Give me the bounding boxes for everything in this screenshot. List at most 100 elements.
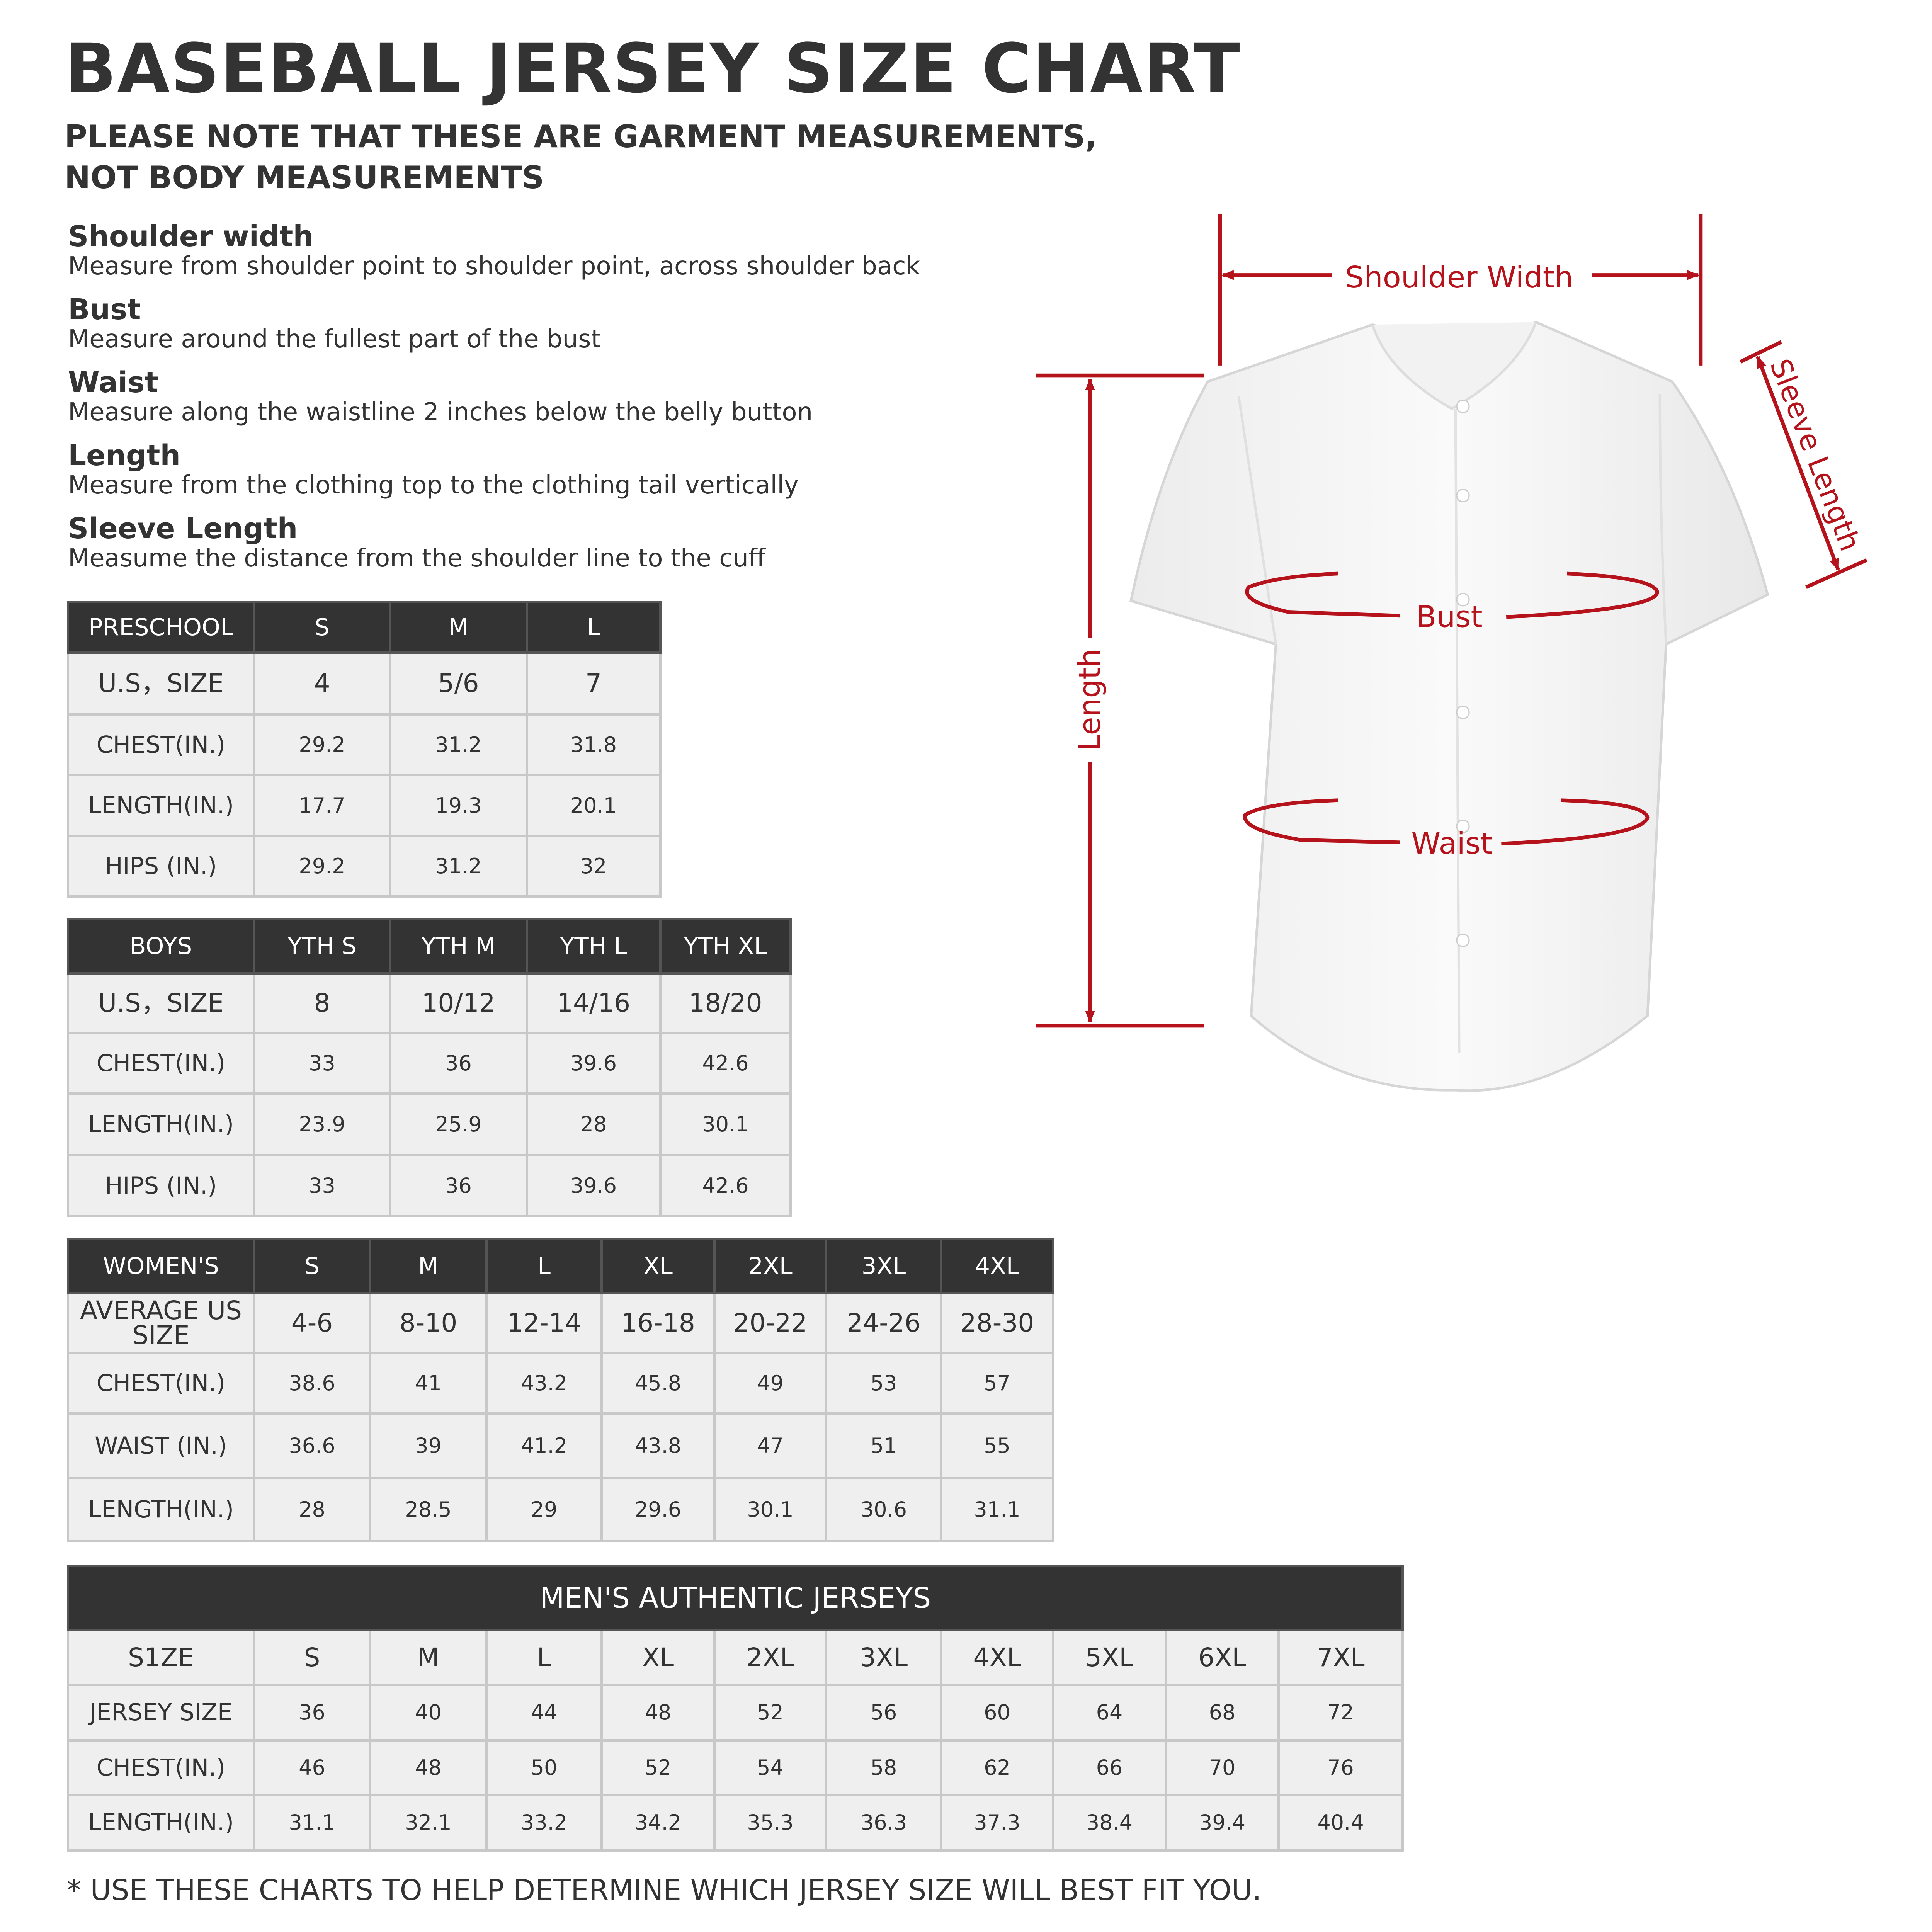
table-cell: 17.7 [253,774,391,837]
table-row: LENGTH(IN.) 23.9 25.9 28 30.1 [67,1092,792,1156]
table-header-row: BOYS YTH S YTH M YTH L YTH XL [67,918,792,975]
table-cell: 36.6 [253,1412,371,1479]
table-cell: 29.2 [253,713,391,776]
row-label-cell: LENGTH(IN.) [67,1092,255,1156]
table-row: S1ZE S M L XL 2XL 3XL 4XL 5XL 6XL 7XL [67,1629,1404,1686]
table-cell: 7 [526,651,662,716]
table-cell: 70 [1165,1739,1280,1796]
table-cell: 66 [1052,1739,1167,1796]
table-cell: M [369,1238,488,1294]
table-title-row: MEN'S AUTHENTIC JERSEYS [66,1565,1404,1631]
table-cell: 30.6 [825,1477,942,1542]
table-cell: 5/6 [389,651,528,716]
table-cell: 41 [369,1352,488,1415]
table-cell: 7XL [1277,1629,1404,1686]
table-cell: 41.2 [485,1412,603,1479]
table-cell: 62 [940,1739,1054,1796]
table-cell: 28.5 [369,1477,488,1542]
table-cell: S [253,1238,371,1294]
table-cell: 48 [369,1739,488,1796]
table-cell: 50 [485,1739,603,1796]
table-cell: 76 [1277,1739,1404,1796]
table-cell: 3XL [825,1629,942,1686]
table-cell: 44 [485,1684,603,1742]
row-label-cell: LENGTH(IN.) [67,774,255,837]
table-cell: 29.6 [600,1477,716,1542]
row-label-cell: HIPS (IN.) [67,835,255,898]
row-label-cell: BOYS [67,918,255,975]
footer-note: * USE THESE CHARTS TO HELP DETERMINE WHI… [67,1874,1262,1907]
row-label-cell: AVERAGE US SIZE [67,1292,255,1354]
table-row: LENGTH(IN.) 31.1 32.1 33.2 34.2 35.3 36.3 37.3 3… [67,1794,1404,1852]
table-cell: YTH XL [659,918,792,975]
table-cell: 28 [253,1477,371,1542]
waist-label: Waist [1411,827,1492,861]
table-cell: 6XL [1165,1629,1280,1686]
table-cell: 8-10 [369,1292,488,1354]
table-cell: 24-26 [825,1292,942,1354]
length-label: Length [1073,649,1107,751]
table-row: HIPS (IN.) 33 36 39.6 42.6 [67,1154,792,1217]
row-label-cell: CHEST(IN.) [67,1352,255,1415]
womens-size-table: WOMEN'S S M L XL 2XL 3XL 4XL AVERAGE US SIZE 4-6 8… [67,1238,1054,1542]
table-cell: 31.1 [940,1477,1054,1542]
definition-desc: Measure from the clothing top to the clo… [68,471,799,500]
table-cell: 14/16 [526,972,662,1034]
table-cell: 39 [369,1412,488,1479]
table-cell: 35.3 [713,1794,827,1852]
table-cell: 45.8 [600,1352,716,1415]
table-row: LENGTH(IN.) 17.7 19.3 20.1 [67,774,662,837]
table-cell: 20.1 [526,774,662,837]
subtitle-line: NOT BODY MEASUREMENTS [65,160,544,196]
table-cell: 12-14 [485,1292,603,1354]
table-cell: 28 [526,1092,662,1156]
table-cell: 31.8 [526,713,662,776]
table-row: U.S，SIZE 8 10/12 14/16 18/20 [67,972,792,1034]
table-cell: L [526,601,662,654]
table-cell: 47 [713,1412,827,1479]
definition-term: Length [68,439,181,472]
page-title: BASEBALL JERSEY SIZE CHART [65,29,1241,108]
table-cell: 23.9 [253,1092,391,1156]
table-cell: 36 [253,1684,371,1742]
definition-term: Bust [68,293,141,326]
row-label-cell: LENGTH(IN.) [67,1794,255,1852]
row-label-cell: LENGTH(IN.) [67,1477,255,1542]
table-cell: 64 [1052,1684,1167,1742]
table-header-row: WOMEN'S S M L XL 2XL 3XL 4XL [67,1238,1054,1294]
table-row: JERSEY SIZE 36 40 44 48 52 56 60 64 68 72 [67,1684,1404,1742]
table-cell: 3XL [825,1238,942,1294]
table-cell: 49 [713,1352,827,1415]
table-cell: 40.4 [1277,1794,1404,1852]
row-label-cell: PRESCHOOL [67,601,255,654]
table-cell: 31.2 [389,835,528,898]
table-cell: 39.6 [526,1032,662,1095]
table-row: CHEST(IN.) 46 48 50 52 54 58 62 66 70 76 [67,1739,1404,1796]
table-cell: 10/12 [389,972,528,1034]
page-subtitle: PLEASE NOTE THAT THESE ARE GARMENT MEASU… [65,116,1179,198]
row-label-cell: JERSEY SIZE [67,1684,255,1742]
row-label-cell: HIPS (IN.) [67,1154,255,1217]
row-label-cell: CHEST(IN.) [67,1739,255,1796]
table-cell: 33 [253,1032,391,1095]
table-cell: 55 [940,1412,1054,1479]
table-cell: 46 [253,1739,371,1796]
table-row: WAIST (IN.) 36.6 39 41.2 43.8 47 51 55 [67,1412,1054,1479]
table-cell: 4XL [940,1238,1054,1294]
table-cell: 4XL [940,1629,1054,1686]
row-label-cell: U.S，SIZE [67,972,255,1034]
mens-table-title: MEN'S AUTHENTIC JERSEYS [66,1565,1404,1631]
table-cell: M [369,1629,488,1686]
table-cell: 29 [485,1477,603,1542]
table-cell: 68 [1165,1684,1280,1742]
table-cell: 54 [713,1739,827,1796]
definition-shoulder-width: Shoulder width Measure from shoulder poin… [68,221,1034,294]
table-cell: 32.1 [369,1794,488,1852]
jersey-illustration [1129,321,1769,1092]
table-cell: 42.6 [659,1032,792,1095]
table-cell: 32 [526,835,662,898]
table-cell: YTH M [389,918,528,975]
table-cell: 43.8 [600,1412,716,1479]
mens-size-table: MEN'S AUTHENTIC JERSEYS S1ZE S M L XL 2XL 3XL 4X… [66,1565,1404,1852]
table-cell: 30.1 [713,1477,827,1542]
